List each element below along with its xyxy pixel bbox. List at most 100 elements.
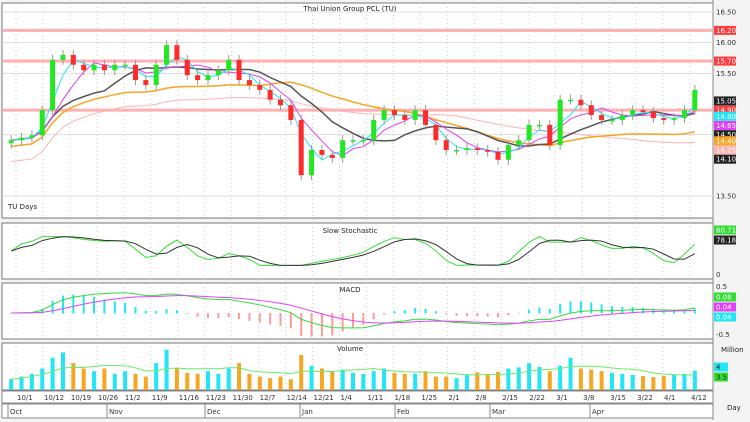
- x-tick-label: 4/1: [664, 394, 675, 402]
- macd-histogram-bar: [61, 295, 64, 314]
- macd-histogram-bar: [673, 311, 676, 314]
- volume-bar: [485, 373, 490, 390]
- macd-histogram-bar: [175, 310, 178, 314]
- macd-signal-line: [11, 295, 695, 324]
- candle-up: [671, 118, 677, 120]
- macd-histogram-bar: [206, 313, 209, 318]
- volume-bar: [672, 374, 677, 390]
- x-tick-label: 1/4: [341, 394, 353, 402]
- candle-down: [195, 75, 201, 81]
- volume-bar: [547, 371, 552, 390]
- candle-down: [640, 110, 646, 112]
- volume-bar: [475, 372, 480, 390]
- macd-histogram-bar: [217, 313, 220, 319]
- macd-histogram-bar: [227, 313, 230, 318]
- candle-up: [29, 135, 35, 138]
- macd-histogram-bar: [517, 312, 520, 314]
- macd-histogram-bar: [196, 313, 199, 317]
- macd-histogram-bar: [103, 299, 106, 314]
- macd-histogram-bar: [393, 311, 396, 314]
- candle-up: [516, 140, 522, 146]
- candle-up: [205, 75, 211, 81]
- macd-histogram-bar: [372, 313, 375, 320]
- x-tick-label: 1/11: [367, 394, 383, 402]
- price-marker-label: 14.10: [716, 156, 736, 164]
- candle-down: [661, 118, 667, 120]
- volume-bar: [247, 373, 252, 390]
- stochastic-value-label: 78.18: [716, 237, 736, 245]
- candle-down: [132, 64, 138, 81]
- volume-value-label: 3.5: [716, 374, 727, 382]
- macd-histogram-bar: [93, 296, 96, 314]
- candle-up: [215, 70, 221, 76]
- macd-histogram-bar: [559, 304, 562, 314]
- candle-up: [692, 89, 698, 111]
- volume-bar: [382, 368, 387, 390]
- stoch-panel: [1, 222, 714, 280]
- period-label: TU Days: [7, 203, 37, 211]
- macd-histogram-bar: [300, 313, 303, 337]
- volume-bar: [661, 376, 666, 390]
- macd-histogram-bar: [642, 307, 645, 314]
- candle-up: [19, 137, 25, 141]
- candle-down: [474, 148, 480, 150]
- macd-histogram-bar: [424, 308, 427, 314]
- volume-bar: [154, 363, 159, 390]
- volume-value-box: [714, 372, 728, 382]
- macd-histogram-bar: [403, 310, 406, 314]
- price-marker-label: 14.25: [716, 147, 736, 155]
- candle-up: [91, 64, 97, 71]
- volume-bar: [143, 376, 148, 390]
- resistance-line: [3, 28, 712, 32]
- macd-histogram-bar: [528, 309, 531, 314]
- macd-histogram-bar: [341, 313, 344, 332]
- volume-bar: [19, 376, 24, 390]
- price-marker-label: 15.05: [716, 97, 736, 105]
- x-tick-label: 1/18: [394, 394, 410, 402]
- candle-up: [309, 150, 315, 176]
- volume-bar: [599, 371, 604, 390]
- macd-histogram-bar: [465, 313, 468, 317]
- price-marker-box: [714, 130, 736, 140]
- candle-down: [101, 64, 107, 71]
- date-row: [1, 390, 714, 404]
- volume-bar: [589, 369, 594, 390]
- price-marker-label: 15.70: [716, 58, 736, 66]
- candle-down: [298, 119, 304, 176]
- candle-down: [257, 84, 263, 90]
- macd-histogram-bar: [124, 303, 127, 314]
- price-tick-label: 16.50: [716, 9, 736, 17]
- volume-bar: [237, 363, 242, 390]
- volume-bar: [578, 368, 583, 390]
- macd-histogram-bar: [383, 313, 386, 315]
- stochastic-value-box: [714, 225, 736, 235]
- macd-histogram-bar: [538, 307, 541, 314]
- macd-histogram-bar: [289, 313, 292, 329]
- candle-down: [391, 110, 397, 116]
- volume-bar: [392, 372, 397, 390]
- macd-value-box: [714, 292, 736, 302]
- candle-down: [236, 59, 242, 81]
- month-label: Oct: [10, 408, 22, 416]
- volume-bar: [195, 373, 200, 390]
- price-tick-label: 16.00: [716, 39, 736, 47]
- stochastic-value-label: 80.71: [716, 227, 736, 235]
- x-tick-label: 11/23: [206, 394, 226, 402]
- ma-slow-line: [11, 66, 695, 147]
- candle-down: [184, 59, 190, 76]
- volume-bar: [537, 366, 542, 390]
- volume-bar: [50, 357, 55, 390]
- macd-histogram-bar: [155, 310, 158, 314]
- macd-histogram-bar: [72, 294, 75, 314]
- candle-up: [153, 64, 159, 85]
- price-marker-label: 14.65: [716, 122, 736, 130]
- ma-long-line: [11, 81, 695, 148]
- volume-bar: [257, 376, 262, 390]
- candle-down: [277, 99, 283, 106]
- x-tick-label: 11/9: [152, 394, 168, 402]
- candle-down: [402, 115, 408, 120]
- volume-bar: [620, 373, 625, 390]
- volume-value-label: 4: [716, 364, 721, 372]
- x-tick-label: 11/16: [179, 394, 200, 402]
- x-tick-label: 10/12: [44, 394, 64, 402]
